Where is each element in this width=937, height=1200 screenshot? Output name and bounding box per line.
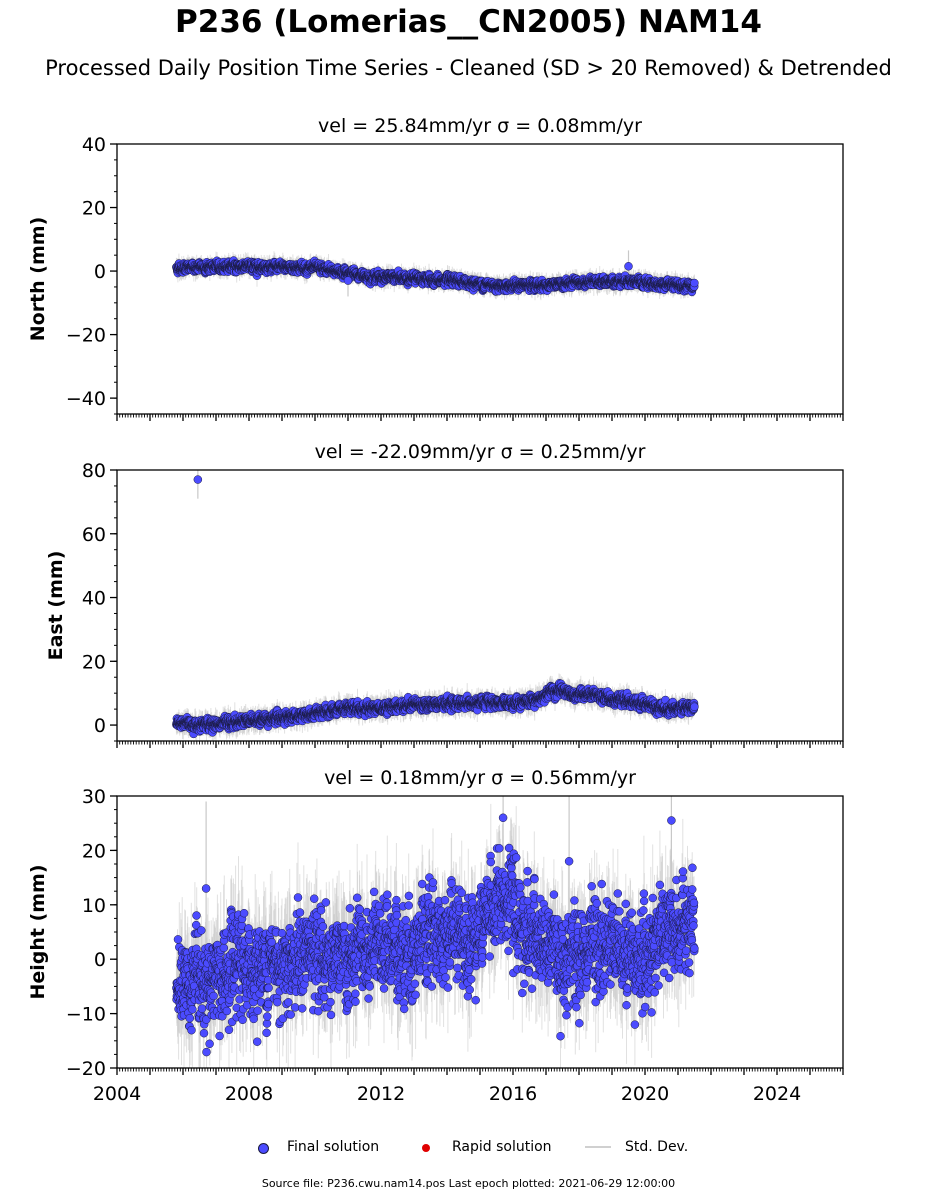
chart-main-title: P236 (Lomerias__CN2005) NAM14 xyxy=(175,4,762,40)
y-tick-label: 20 xyxy=(82,198,106,220)
chart-subtitle: Processed Daily Position Time Series - C… xyxy=(45,56,892,80)
y-tick-label: 0 xyxy=(94,261,106,283)
final-solution-outlier xyxy=(624,262,633,271)
y-tick-label: −40 xyxy=(66,388,106,410)
final-solution-point xyxy=(690,278,699,288)
panel-1: −40 −20 0 20 40 vel = 25.84mm/yr σ = 0.08mm/y… xyxy=(27,115,844,421)
panel-title: vel = 25.84mm/yr σ = 0.08mm/yr xyxy=(318,115,642,137)
panel-data xyxy=(172,250,699,301)
y-tick-label: 40 xyxy=(82,134,106,156)
final-solution-outlier xyxy=(343,276,353,285)
y-axis-label: North (mm) xyxy=(27,217,49,342)
y-tick-label: −20 xyxy=(66,325,106,347)
panel-data xyxy=(172,470,699,741)
